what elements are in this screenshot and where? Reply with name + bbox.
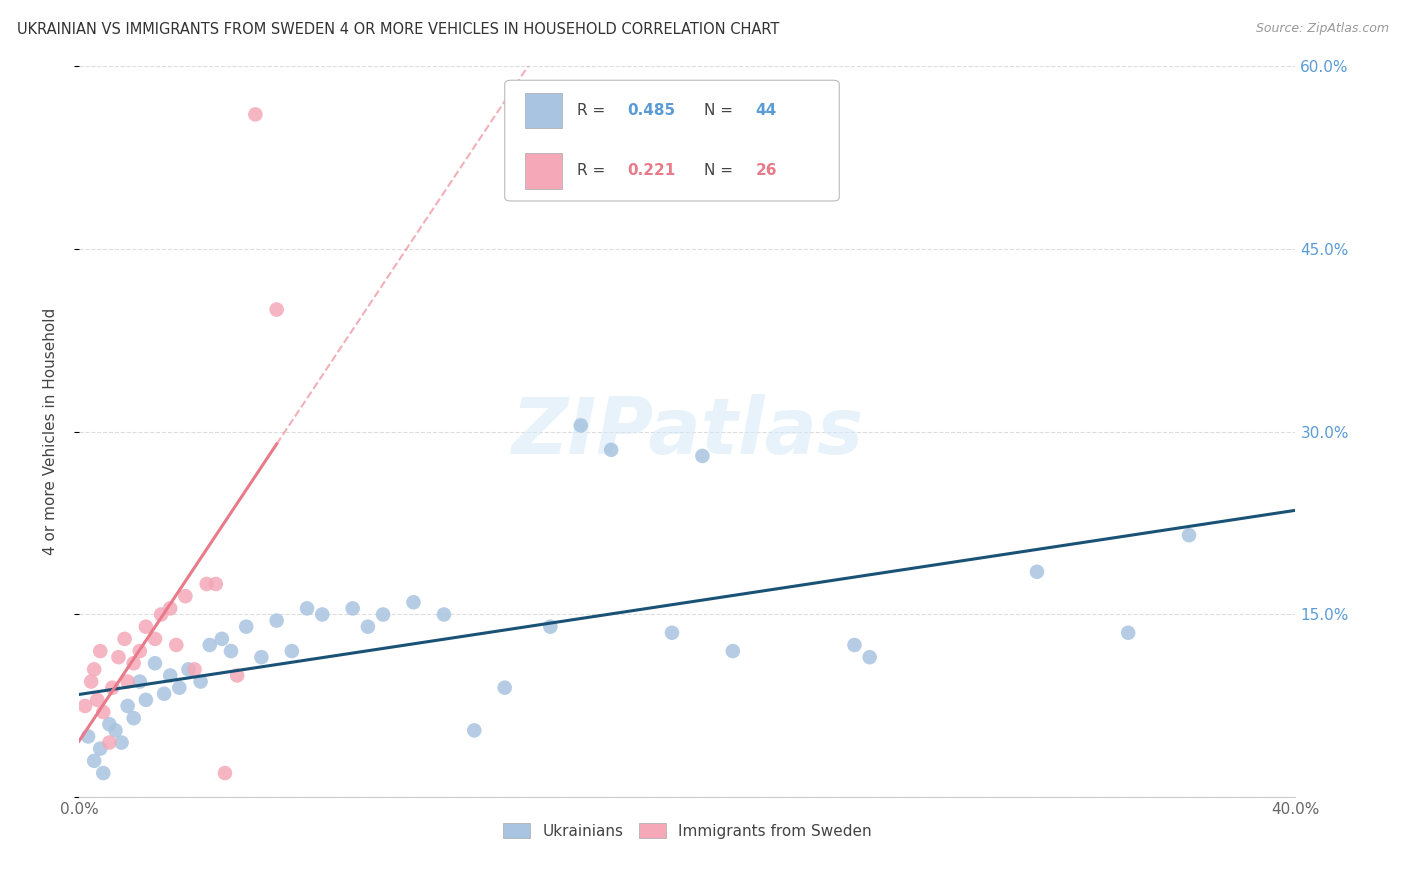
Point [122,657,145,671]
Point [174,589,197,603]
Point [195,577,218,591]
Point [91,766,114,780]
Point [226,668,249,682]
Text: 44: 44 [755,103,776,118]
Point [159,668,181,682]
Point [128,674,150,689]
Point [101,681,124,695]
Bar [526,93,562,128]
Text: 0.485: 0.485 [627,103,676,118]
Point [89,741,111,756]
Point [135,620,157,634]
Point [117,674,139,689]
Text: Source: ZipAtlas.com: Source: ZipAtlas.com [1256,22,1389,36]
Point [159,601,181,615]
Point [266,614,288,628]
Point [98,717,121,731]
Point [86,693,108,707]
Point [600,442,623,457]
Text: N =: N = [704,103,738,118]
Point [538,620,561,634]
Point [342,601,364,615]
Bar [526,153,562,188]
Text: R =: R = [576,163,610,178]
Point [114,632,136,646]
Point [177,662,200,676]
Point [214,766,236,780]
Point [692,449,714,463]
Point [402,595,425,609]
Point [1116,625,1139,640]
Point [463,723,485,738]
FancyBboxPatch shape [505,80,839,201]
Point [143,657,166,671]
Text: N =: N = [704,163,738,178]
Point [1026,565,1049,579]
Point [77,730,100,744]
Point [104,723,127,738]
Point [1178,528,1201,542]
Text: R =: R = [576,103,610,118]
Point [83,754,105,768]
Point [859,650,882,665]
Y-axis label: 4 or more Vehicles in Household: 4 or more Vehicles in Household [44,308,58,555]
Point [721,644,744,658]
Point [281,644,304,658]
Text: UKRAINIAN VS IMMIGRANTS FROM SWEDEN 4 OR MORE VEHICLES IN HOUSEHOLD CORRELATION : UKRAINIAN VS IMMIGRANTS FROM SWEDEN 4 OR… [17,22,779,37]
Point [371,607,394,622]
Text: ZIPatlas: ZIPatlas [512,393,863,469]
Point [250,650,273,665]
Point [73,698,96,713]
Point [110,735,132,749]
Point [83,662,105,676]
Point [198,638,221,652]
Text: 0.221: 0.221 [627,163,676,178]
Point [357,620,380,634]
Point [165,638,187,652]
Point [122,711,145,725]
Point [494,681,516,695]
Point [135,693,157,707]
Point [128,644,150,658]
Point [150,607,173,622]
Point [295,601,318,615]
Text: 26: 26 [755,163,778,178]
Point [245,107,267,121]
Point [235,620,257,634]
Point [190,674,212,689]
Point [80,674,103,689]
Point [107,650,129,665]
Point [183,662,205,676]
Point [211,632,233,646]
Legend: Ukrainians, Immigrants from Sweden: Ukrainians, Immigrants from Sweden [496,816,877,845]
Point [844,638,866,652]
Point [169,681,191,695]
Point [266,302,288,317]
Point [569,418,592,433]
Point [661,625,683,640]
Point [117,698,139,713]
Point [89,644,111,658]
Point [311,607,333,622]
Point [153,687,176,701]
Point [91,705,114,719]
Point [433,607,456,622]
Point [219,644,242,658]
Point [143,632,166,646]
Point [204,577,226,591]
Point [98,735,121,749]
